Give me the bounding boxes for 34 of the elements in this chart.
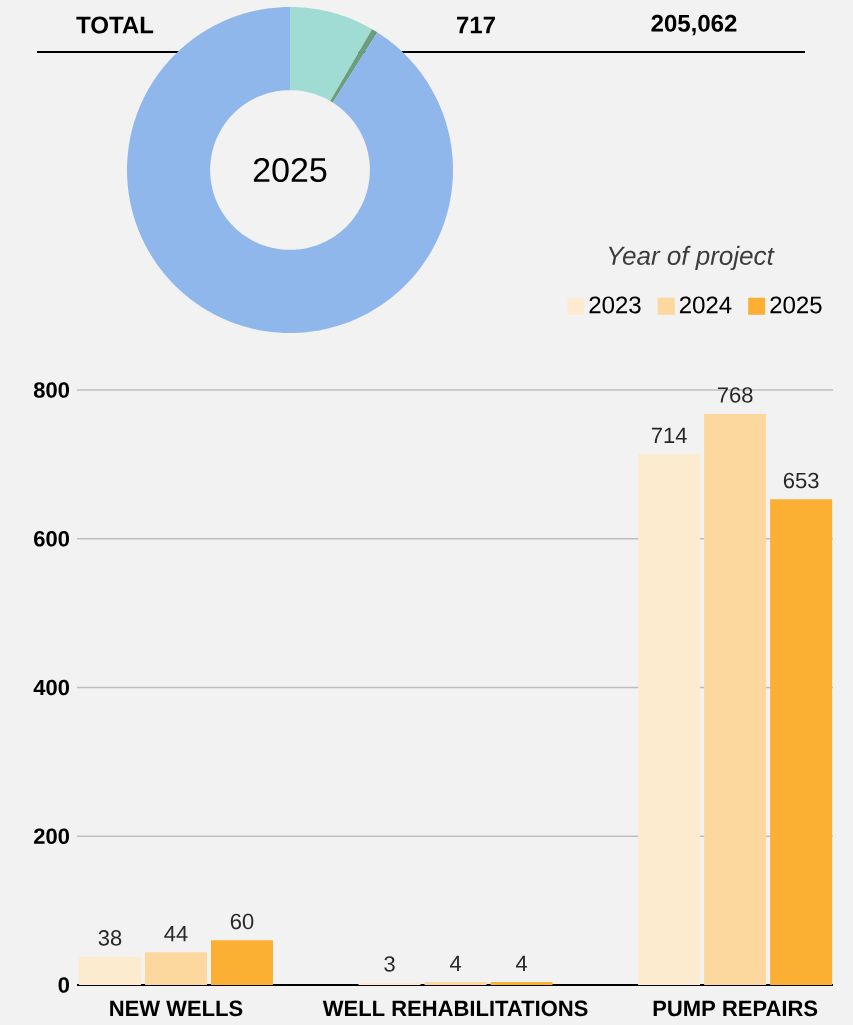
data-label: 3	[384, 956, 395, 972]
bar	[638, 453, 701, 985]
bar	[704, 413, 767, 985]
legend-label: 2023	[589, 296, 641, 314]
data-label: 653	[783, 472, 819, 489]
data-label: 714	[651, 427, 687, 443]
data-label: 4	[449, 955, 462, 971]
legend-title: Year of project	[608, 245, 775, 271]
y-tick-label: 200	[33, 828, 70, 845]
bar	[490, 982, 553, 985]
x-tick-label: PUMP REPAIRS	[653, 1000, 818, 1017]
legend-label: 2025	[770, 296, 822, 314]
bar	[78, 956, 141, 985]
data-label: 768	[717, 387, 753, 403]
text: TOTAL	[76, 16, 154, 34]
legend-label: 2024	[679, 296, 732, 314]
text: 717	[457, 16, 495, 34]
y-tick-label: 800	[33, 382, 70, 398]
y-tick-label: 400	[33, 679, 70, 696]
x-tick-label: NEW WELLS	[110, 1000, 243, 1017]
data-label: 38	[98, 930, 122, 946]
bar	[424, 982, 487, 985]
bar	[358, 982, 421, 985]
data-label: 44	[164, 926, 188, 942]
x-tick-label: WELL REHABILITATIONS	[322, 1000, 588, 1017]
bar	[210, 940, 273, 985]
data-label: 4	[515, 955, 528, 971]
text: 205,062	[651, 14, 737, 36]
data-label: 60	[230, 913, 254, 930]
bar	[144, 952, 207, 985]
text: 2025	[253, 157, 327, 183]
bar	[770, 499, 833, 985]
y-tick-label: 0	[58, 977, 70, 993]
y-tick-label: 600	[34, 530, 70, 547]
